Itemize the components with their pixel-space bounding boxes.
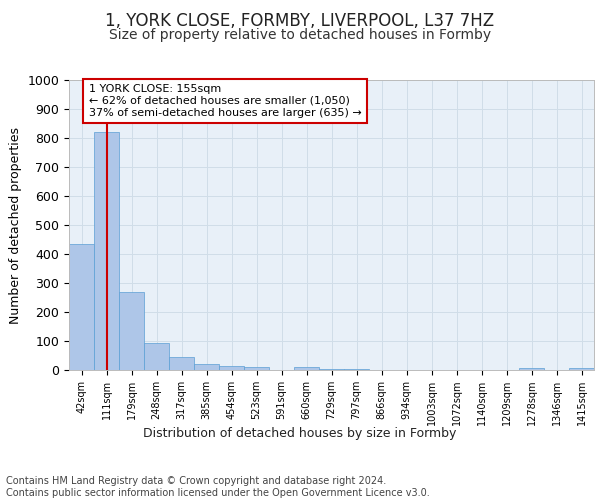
Bar [194,364,219,370]
Bar [294,367,319,370]
Text: Distribution of detached houses by size in Formby: Distribution of detached houses by size … [143,428,457,440]
Bar [344,369,369,370]
Bar [319,368,344,370]
Text: 1, YORK CLOSE, FORMBY, LIVERPOOL, L37 7HZ: 1, YORK CLOSE, FORMBY, LIVERPOOL, L37 7H… [106,12,494,30]
Y-axis label: Number of detached properties: Number of detached properties [9,126,22,324]
Text: Size of property relative to detached houses in Formby: Size of property relative to detached ho… [109,28,491,42]
Bar [69,244,94,370]
Bar [219,366,244,370]
Bar [119,292,144,370]
Text: Contains HM Land Registry data © Crown copyright and database right 2024.
Contai: Contains HM Land Registry data © Crown c… [6,476,430,498]
Bar [244,368,269,370]
Bar [569,368,594,370]
Bar [94,132,119,370]
Bar [144,343,169,370]
Bar [519,368,544,370]
Text: 1 YORK CLOSE: 155sqm
← 62% of detached houses are smaller (1,050)
37% of semi-de: 1 YORK CLOSE: 155sqm ← 62% of detached h… [89,84,362,117]
Bar [169,357,194,370]
